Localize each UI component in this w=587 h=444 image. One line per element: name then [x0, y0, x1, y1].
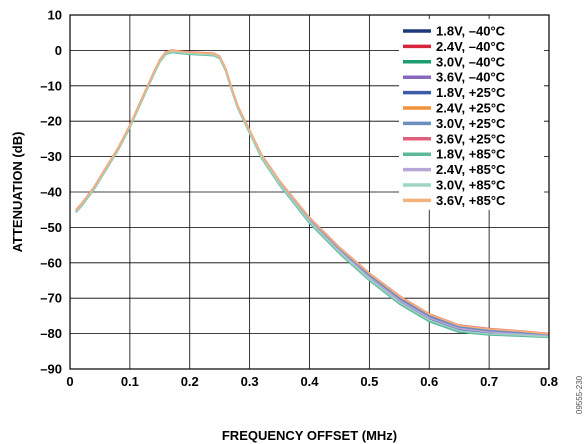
legend-label: 3.0V, –40°C: [436, 54, 506, 69]
y-tick-label: –10: [40, 78, 62, 93]
legend-label: 3.6V, +85°C: [436, 193, 506, 208]
legend-label: 3.6V, –40°C: [436, 70, 506, 85]
legend-label: 3.6V, +25°C: [436, 131, 506, 146]
y-tick-label: –70: [40, 291, 62, 306]
legend: 1.8V, –40°C2.4V, –40°C3.0V, –40°C3.6V, –…: [399, 19, 544, 210]
x-tick-label: 0.1: [121, 374, 139, 389]
x-tick-label: 0.5: [360, 374, 378, 389]
x-tick-label: 0.8: [540, 374, 558, 389]
x-axis-title: FREQUENCY OFFSET (MHz): [222, 428, 397, 443]
legend-label: 1.8V, –40°C: [436, 24, 506, 39]
plot-frame: [69, 14, 550, 370]
legend-label: 1.8V, +85°C: [436, 147, 506, 162]
y-tick-label: –50: [40, 220, 62, 235]
legend-background: [399, 19, 544, 210]
figure-id: 09555-230: [575, 375, 584, 414]
legend-label: 2.4V, +25°C: [436, 101, 506, 116]
x-tick-label: 0: [66, 374, 73, 389]
y-tick-label: –40: [40, 185, 62, 200]
x-tick-label: 0.4: [300, 374, 319, 389]
axis-ticks: 10 0 –10 –20 –30 –40 –50 –60 –70 –80 –90 0 0.1 0.2 0.3…: [40, 8, 558, 390]
x-tick-label: 0.2: [181, 374, 199, 389]
y-tick-label: 10: [48, 8, 62, 23]
legend-label: 3.0V, +85°C: [436, 178, 506, 193]
legend-label: 3.0V, +25°C: [436, 116, 506, 131]
y-tick-label: –90: [40, 362, 62, 377]
x-tick-label: 0.6: [420, 374, 438, 389]
data-series: [75, 49, 550, 339]
x-tick-label: 0.3: [241, 374, 259, 389]
legend-label: 1.8V, +25°C: [436, 85, 506, 100]
y-tick-label: –80: [40, 326, 62, 341]
series-line: [75, 49, 550, 335]
y-tick-label: –60: [40, 255, 62, 270]
y-tick-label: –20: [40, 114, 62, 129]
y-tick-label: 0: [55, 43, 62, 58]
y-axis-title: ATTENUATION (dB): [10, 132, 25, 253]
legend-label: 2.4V, –40°C: [436, 39, 506, 54]
legend-label: 2.4V, +85°C: [436, 162, 506, 177]
x-tick-label: 0.7: [480, 374, 498, 389]
y-tick-label: –30: [40, 149, 62, 164]
